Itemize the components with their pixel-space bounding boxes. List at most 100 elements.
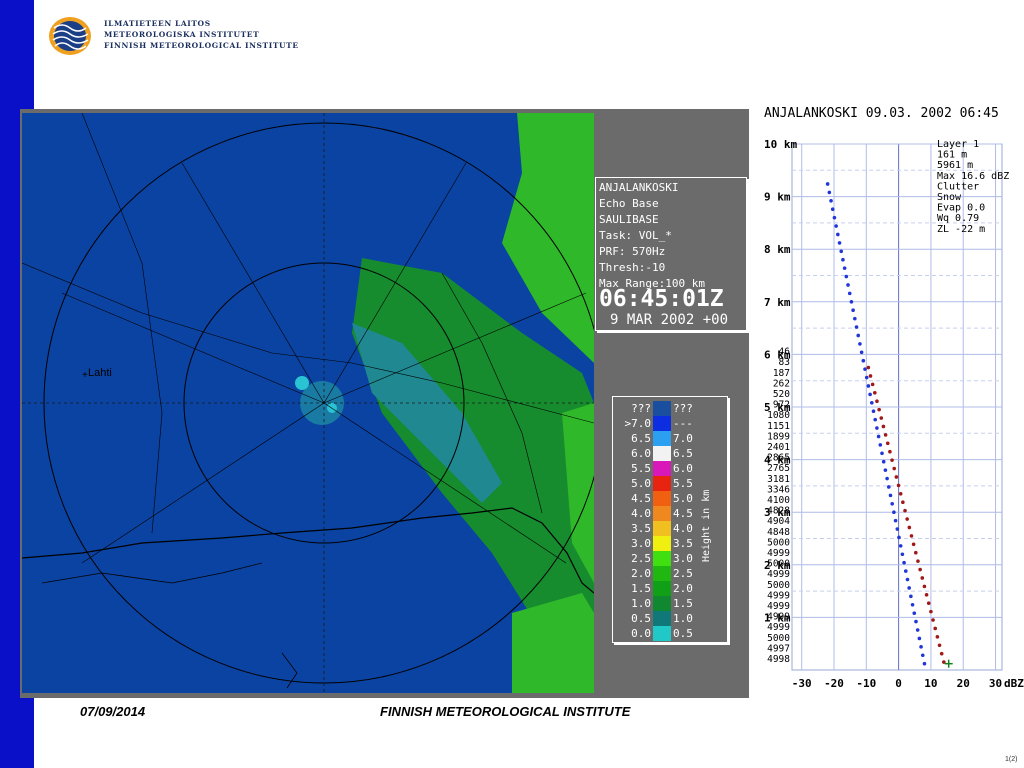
legend-min-label: 5.5 [631,462,651,475]
x-tick-label: 0 [895,677,902,690]
institute-name-sv: METEOROLOGISKA INSTITUTET [104,30,260,39]
info-prf: PRF: 570Hz [599,245,666,258]
row-label: 2865 [767,453,790,464]
row-label: 3181 [767,474,790,485]
legend-max-label: 1.5 [673,597,693,610]
legend-color-swatch [653,581,671,596]
legend-max-label: 2.0 [673,582,693,595]
series-2-point [868,374,873,378]
series-2-point [907,525,912,530]
legend-min-label: 1.5 [631,582,651,595]
series-1-point [885,476,889,481]
series-1-point [859,350,864,355]
legend-max-label: ??? [673,402,693,415]
legend-max-label: 3.5 [673,537,693,550]
series-1-point [917,636,922,641]
legend-color-swatch [653,506,671,521]
legend-max-label: 3.0 [673,552,693,565]
series-2-point [905,517,909,521]
row-label: 4100 [767,495,790,506]
row-label: 1151 [767,421,790,432]
x-tick-label: 20 [957,677,970,690]
legend-max-label: 6.0 [673,462,693,475]
series-1-point [836,232,840,237]
series-1-point [870,400,874,405]
x-tick-label: 10 [924,677,937,690]
series-2-point [920,576,925,580]
series-1-point [903,569,908,573]
y-tick-label: 1 km [764,611,791,624]
row-label: 5000 [767,559,790,570]
legend-min-label: 3.0 [631,537,651,550]
legend-row: 4.5 5.0 [613,491,713,506]
legend-color-swatch [653,551,671,566]
series-1-point [827,190,832,195]
row-label: 4999 [767,569,790,580]
legend-min-label: 0.5 [631,612,651,625]
row-label: 262 [773,378,790,389]
profile-info-line: 161 m [937,150,967,161]
legend-color-swatch [653,611,671,626]
legend-color-swatch [653,521,671,536]
series-1-point [902,560,906,565]
series-2-point [873,390,877,395]
series-2-point [866,365,871,370]
series-1-point [839,249,844,254]
series-1-point [893,518,898,523]
legend-row: 2.0 2.5 [613,566,713,581]
legend-row: 1.0 1.5 [613,596,713,611]
legend-row: >7.0 --- [613,416,713,431]
svg-text:+: + [82,370,88,381]
series-1-point [907,586,911,590]
legend-color-swatch [653,401,671,416]
row-label: 4904 [767,516,790,527]
institute-name-en: FINNISH METEOROLOGICAL INSTITUTE [104,41,299,50]
series-2-point [901,500,905,505]
row-label: 4999 [767,601,790,612]
series-2-point [926,601,931,605]
series-1-point [922,661,927,666]
footer-institute: FINNISH METEOROLOGICAL INSTITUTE [380,704,631,719]
legend-row: 3.5 4.0 [613,521,713,536]
row-label: 83 [779,357,790,368]
series-1-point [842,266,847,270]
series-2-point [879,416,884,420]
series-2-point [939,651,944,656]
profile-info-line: ZL -22 m [937,224,985,235]
legend-caption: Height in km [701,489,712,562]
x-tick-label: -20 [824,677,844,690]
series-1-point [898,544,903,548]
series-2-point [937,643,942,648]
series-2-point [935,635,940,639]
legend-min-label: 5.0 [631,477,651,490]
y-tick-label: 5 km [764,401,791,414]
series-2-point [877,407,881,412]
y-tick-label: 6 km [764,348,791,361]
series-2-point [883,433,888,437]
profile-info-line: Layer 1 [937,139,979,150]
series-1-point [853,316,857,321]
series-1-point [868,392,872,397]
series-1-point [910,602,915,607]
row-label: 4998 [767,654,790,665]
legend-color-swatch [653,476,671,491]
series-1-point [892,510,896,514]
series-1-point [914,619,918,624]
legend-max-label: 0.5 [673,627,693,640]
series-1-point [847,291,852,296]
series-1-point [890,501,894,506]
legend-color-swatch [653,596,671,611]
series-2-point [909,534,914,538]
series-2-point [913,550,918,555]
info-thresh: Thresh:-10 [599,261,666,274]
legend-color-swatch [653,491,671,506]
series-2-point [892,466,897,471]
y-tick-label: 8 km [764,243,791,256]
legend-row: 2.5 3.0 [613,551,713,566]
legend-color-swatch [653,446,671,461]
info-product-id: SAULIBASE [599,213,659,226]
series-1-point [897,535,901,540]
series-1-point [895,527,900,531]
series-1-point [883,468,888,472]
legend-max-label: 5.5 [673,477,693,490]
